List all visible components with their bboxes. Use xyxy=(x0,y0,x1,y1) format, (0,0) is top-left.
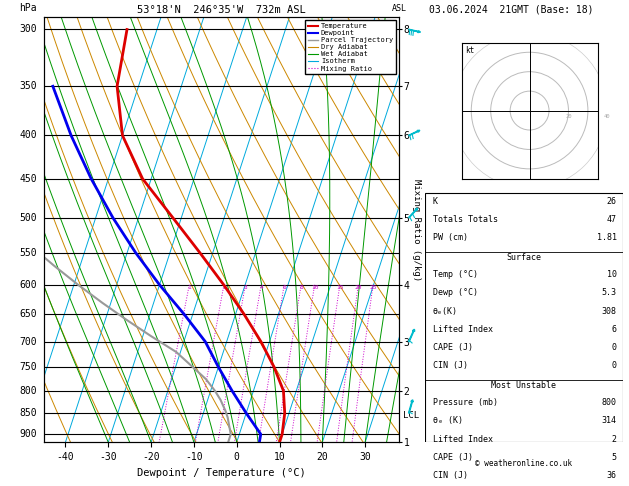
Text: 800: 800 xyxy=(19,386,37,396)
Text: Most Unstable: Most Unstable xyxy=(491,381,556,390)
Text: 314: 314 xyxy=(602,417,617,425)
Text: 40: 40 xyxy=(604,114,611,120)
Text: 8: 8 xyxy=(299,285,303,290)
Text: 350: 350 xyxy=(19,81,37,91)
Text: CAPE (J): CAPE (J) xyxy=(433,343,472,352)
Text: 800: 800 xyxy=(602,398,617,407)
Text: 6: 6 xyxy=(612,325,617,334)
Text: 10: 10 xyxy=(607,270,617,279)
Text: kt: kt xyxy=(465,47,475,55)
Text: CIN (J): CIN (J) xyxy=(433,471,467,480)
Text: 03.06.2024  21GMT (Base: 18): 03.06.2024 21GMT (Base: 18) xyxy=(428,4,593,15)
Text: 308: 308 xyxy=(602,307,617,315)
Text: PW (cm): PW (cm) xyxy=(433,233,467,243)
Text: 1: 1 xyxy=(187,285,191,290)
Y-axis label: Mixing Ratio (g/kg): Mixing Ratio (g/kg) xyxy=(411,178,421,281)
Text: 20: 20 xyxy=(565,114,572,120)
Text: 4: 4 xyxy=(259,285,263,290)
Text: Surface: Surface xyxy=(506,253,541,261)
Text: Temp (°C): Temp (°C) xyxy=(433,270,477,279)
Text: LCL: LCL xyxy=(403,411,419,420)
Text: 5: 5 xyxy=(612,453,617,462)
Text: 750: 750 xyxy=(19,362,37,372)
Text: 3: 3 xyxy=(243,285,247,290)
Text: 6: 6 xyxy=(282,285,286,290)
Text: K: K xyxy=(433,197,438,206)
Text: Totals Totals: Totals Totals xyxy=(433,215,498,224)
Text: 36: 36 xyxy=(607,471,617,480)
Text: 650: 650 xyxy=(19,309,37,319)
X-axis label: Dewpoint / Temperature (°C): Dewpoint / Temperature (°C) xyxy=(137,468,306,478)
Text: 10: 10 xyxy=(311,285,318,290)
Text: 850: 850 xyxy=(19,408,37,418)
Text: 600: 600 xyxy=(19,280,37,290)
Text: 5.3: 5.3 xyxy=(602,288,617,297)
Bar xyxy=(425,193,623,442)
Text: 400: 400 xyxy=(19,130,37,140)
Text: Lifted Index: Lifted Index xyxy=(433,325,493,334)
Text: km
ASL: km ASL xyxy=(392,0,407,13)
Text: CAPE (J): CAPE (J) xyxy=(433,453,472,462)
Text: 2: 2 xyxy=(222,285,226,290)
Text: CIN (J): CIN (J) xyxy=(433,362,467,370)
Text: 1.81: 1.81 xyxy=(597,233,617,243)
Text: 2: 2 xyxy=(612,434,617,444)
Text: 25: 25 xyxy=(369,285,377,290)
Text: 550: 550 xyxy=(19,248,37,258)
Text: 700: 700 xyxy=(19,337,37,347)
Text: 0: 0 xyxy=(612,362,617,370)
Text: 0: 0 xyxy=(612,343,617,352)
Text: 450: 450 xyxy=(19,174,37,184)
Text: 47: 47 xyxy=(607,215,617,224)
Text: Lifted Index: Lifted Index xyxy=(433,434,493,444)
Text: 20: 20 xyxy=(355,285,362,290)
Title: 53°18'N  246°35'W  732m ASL: 53°18'N 246°35'W 732m ASL xyxy=(137,5,306,15)
Text: © weatheronline.co.uk: © weatheronline.co.uk xyxy=(475,459,572,469)
Text: 26: 26 xyxy=(607,197,617,206)
Text: Dewp (°C): Dewp (°C) xyxy=(433,288,477,297)
Text: 300: 300 xyxy=(19,24,37,35)
Text: θₑ(K): θₑ(K) xyxy=(433,307,457,315)
Text: 500: 500 xyxy=(19,213,37,223)
Text: θₑ (K): θₑ (K) xyxy=(433,417,462,425)
Text: 15: 15 xyxy=(336,285,343,290)
Text: hPa: hPa xyxy=(19,3,37,13)
Text: 900: 900 xyxy=(19,429,37,439)
Text: Pressure (mb): Pressure (mb) xyxy=(433,398,498,407)
Legend: Temperature, Dewpoint, Parcel Trajectory, Dry Adiabat, Wet Adiabat, Isotherm, Mi: Temperature, Dewpoint, Parcel Trajectory… xyxy=(305,20,396,74)
